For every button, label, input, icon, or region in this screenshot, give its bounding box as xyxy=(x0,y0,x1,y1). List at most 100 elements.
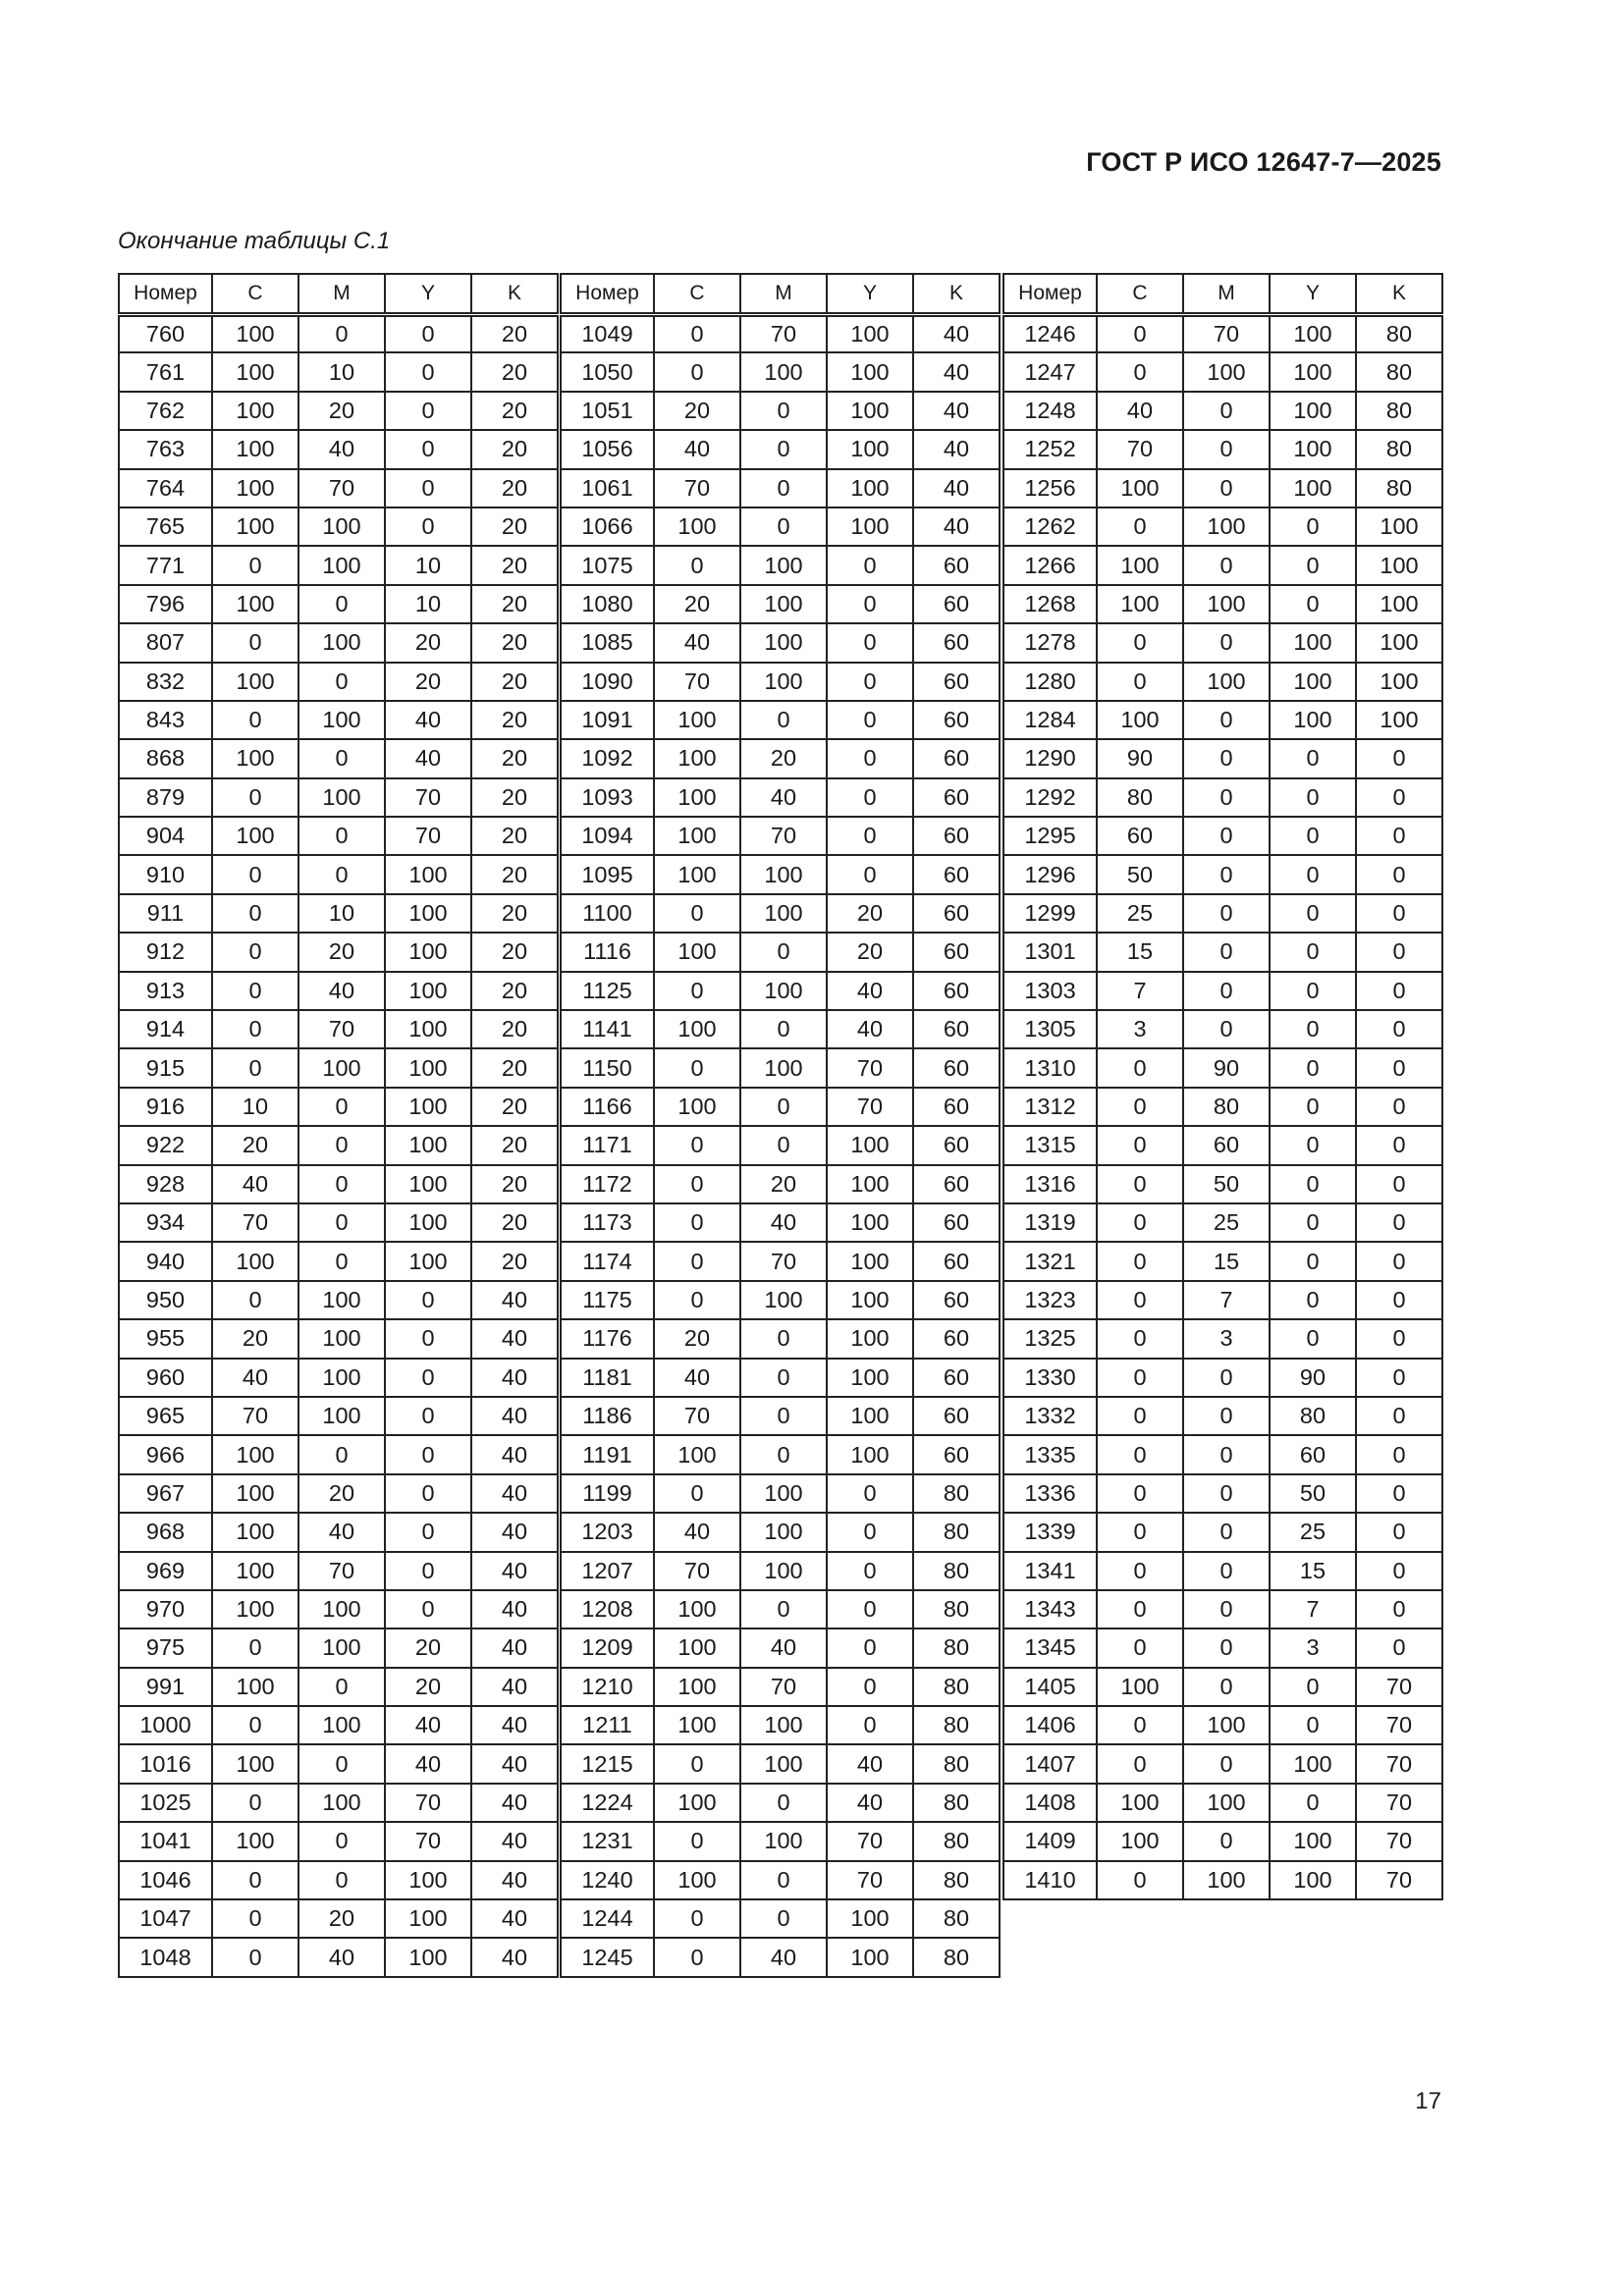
cell-c: 0 xyxy=(1096,1395,1184,1437)
cell-c: 100 xyxy=(653,932,741,973)
cell-m: 0 xyxy=(739,699,828,741)
cell-number: 1284 xyxy=(1002,699,1098,741)
cell-number: 1343 xyxy=(1002,1588,1098,1630)
cell-y: 0 xyxy=(1269,1163,1357,1204)
cell-c: 0 xyxy=(211,1782,299,1824)
cell-number: 1090 xyxy=(560,661,655,702)
cell-y: 40 xyxy=(384,699,472,741)
table-row: 868 100 0 40 20 xyxy=(118,738,559,779)
column-header-c: C xyxy=(653,273,741,317)
cell-y: 50 xyxy=(1269,1472,1357,1515)
table-row: 1280 0 100 100 100 xyxy=(1002,661,1443,702)
cell-number: 761 xyxy=(118,351,213,393)
table-row: 1341 0 0 15 0 xyxy=(1002,1550,1443,1591)
cell-y: 0 xyxy=(1269,970,1357,1012)
cell-y: 100 xyxy=(826,467,914,508)
cell-y: 100 xyxy=(384,1086,472,1128)
cell-c: 0 xyxy=(653,1201,741,1244)
cell-number: 1209 xyxy=(560,1628,655,1669)
cell-c: 0 xyxy=(1096,1125,1184,1166)
cell-number: 765 xyxy=(118,506,213,548)
cell-number: 763 xyxy=(118,429,213,470)
cell-m: 20 xyxy=(298,1898,386,1940)
cell-c: 70 xyxy=(653,1395,741,1437)
cell-m: 60 xyxy=(1182,1125,1271,1166)
cell-m: 0 xyxy=(739,1318,828,1360)
cell-c: 100 xyxy=(211,1743,299,1785)
cell-y: 0 xyxy=(826,545,914,586)
cell-y: 0 xyxy=(384,351,472,393)
cell-c: 0 xyxy=(653,1472,741,1515)
cell-y: 20 xyxy=(384,1666,472,1708)
cell-c: 60 xyxy=(1096,816,1184,857)
cell-c: 0 xyxy=(1096,1705,1184,1746)
cell-m: 10 xyxy=(298,892,386,934)
data-table-part-1: Номер C M Y K 760 100 0 0 20 761 100 10 0 20 762 100 20 0 2… xyxy=(118,273,559,1978)
data-table-part-2: Номер C M Y K 1049 0 70 100 40 1050 0 100 100 40 1051 20… xyxy=(560,273,1001,1978)
cell-k: 40 xyxy=(470,1472,559,1515)
cell-m: 100 xyxy=(739,545,828,586)
table-row: 1315 0 60 0 0 xyxy=(1002,1125,1443,1166)
cell-c: 70 xyxy=(653,467,741,508)
cell-k: 60 xyxy=(912,1047,1001,1089)
cell-y: 0 xyxy=(1269,776,1357,819)
cell-m: 100 xyxy=(298,1357,386,1398)
cell-y: 100 xyxy=(826,1937,914,1978)
cell-y: 100 xyxy=(1269,429,1357,470)
table-row: 843 0 100 40 20 xyxy=(118,699,559,741)
cell-k: 60 xyxy=(912,1086,1001,1128)
cell-y: 100 xyxy=(1269,1821,1357,1862)
cell-number: 1093 xyxy=(560,776,655,819)
table-row: 1046 0 0 100 40 xyxy=(118,1859,559,1901)
table-row: 965 70 100 0 40 xyxy=(118,1395,559,1437)
cell-number: 975 xyxy=(118,1628,213,1669)
cell-number: 1244 xyxy=(560,1898,655,1940)
cell-c: 0 xyxy=(653,1821,741,1862)
cell-c: 40 xyxy=(211,1357,299,1398)
cell-k: 40 xyxy=(470,1588,559,1630)
cell-c: 0 xyxy=(1096,661,1184,702)
table-row: 968 100 40 0 40 xyxy=(118,1512,559,1553)
cell-number: 915 xyxy=(118,1047,213,1089)
cell-number: 1231 xyxy=(560,1821,655,1862)
cell-k: 40 xyxy=(470,1512,559,1553)
cell-number: 1335 xyxy=(1002,1434,1098,1475)
cell-y: 0 xyxy=(826,622,914,664)
cell-m: 100 xyxy=(298,506,386,548)
cell-number: 1210 xyxy=(560,1666,655,1708)
cell-m: 70 xyxy=(298,1550,386,1591)
cell-m: 0 xyxy=(1182,816,1271,857)
cell-number: 928 xyxy=(118,1163,213,1204)
cell-c: 100 xyxy=(653,1086,741,1128)
cell-y: 100 xyxy=(384,1009,472,1050)
table-row: 912 0 20 100 20 xyxy=(118,932,559,973)
table-row: 1266 100 0 0 100 xyxy=(1002,545,1443,586)
table-row: 1336 0 0 50 0 xyxy=(1002,1472,1443,1515)
column-header-y: Y xyxy=(1269,273,1357,317)
cell-m: 0 xyxy=(739,1859,828,1901)
cell-m: 100 xyxy=(1182,583,1271,625)
cell-number: 1240 xyxy=(560,1859,655,1901)
cell-m: 0 xyxy=(739,932,828,973)
cell-k: 0 xyxy=(1355,1550,1443,1591)
table-row: 1245 0 40 100 80 xyxy=(560,1937,1001,1978)
table-row: 934 70 0 100 20 xyxy=(118,1201,559,1244)
cell-c: 20 xyxy=(653,1318,741,1360)
cell-m: 100 xyxy=(298,776,386,819)
cell-c: 100 xyxy=(1096,699,1184,741)
cell-c: 100 xyxy=(211,351,299,393)
cell-number: 968 xyxy=(118,1512,213,1553)
column-header-c: C xyxy=(1096,273,1184,317)
cell-k: 70 xyxy=(1355,1666,1443,1708)
cell-m: 0 xyxy=(1182,1821,1271,1862)
table-row: 1410 0 100 100 70 xyxy=(1002,1859,1443,1901)
table-row: 1330 0 0 90 0 xyxy=(1002,1357,1443,1398)
column-header-m: M xyxy=(739,273,828,317)
cell-number: 1301 xyxy=(1002,932,1098,973)
table-row: 940 100 0 100 20 xyxy=(118,1241,559,1282)
cell-y: 20 xyxy=(826,892,914,934)
cell-number: 1305 xyxy=(1002,1009,1098,1050)
cell-m: 7 xyxy=(1182,1279,1271,1321)
cell-y: 100 xyxy=(384,1241,472,1282)
cell-k: 80 xyxy=(1355,312,1443,354)
